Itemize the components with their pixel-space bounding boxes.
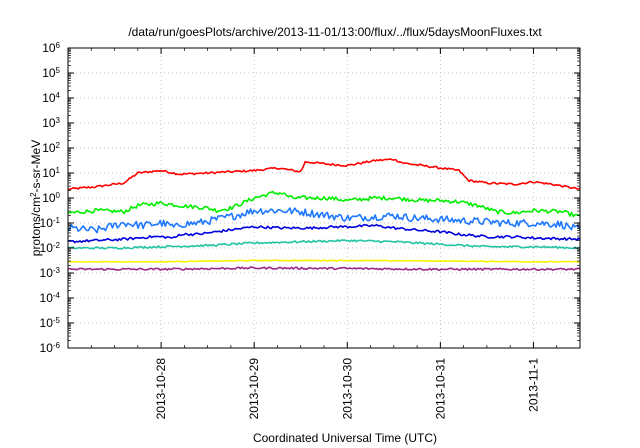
y-tick-label: 101 — [42, 166, 60, 181]
y-tick-label-base: 10 — [40, 266, 54, 280]
y-tick-label-base: 10 — [40, 291, 54, 305]
y-axis-label-sup: 2 — [29, 192, 38, 197]
x-tick-label: 2013-10-30 — [340, 358, 354, 420]
y-tick-label: 10-6 — [40, 341, 61, 356]
x-tick-label: 2013-10-29 — [247, 358, 261, 420]
y-tick-label: 10-3 — [40, 266, 61, 281]
y-tick-label: 10-5 — [40, 316, 61, 331]
y-tick-label-exp: -2 — [53, 241, 61, 250]
y-tick-label-base: 10 — [42, 66, 56, 80]
y-tick-label-exp: 4 — [56, 91, 61, 100]
y-tick-label-exp: 5 — [56, 66, 61, 75]
series-line-5 — [67, 239, 581, 250]
x-axis-label: Coordinated Universal Time (UTC) — [253, 431, 437, 445]
y-axis-label-rest: -s-sr-MeV — [29, 140, 43, 193]
y-tick-label-exp: -4 — [53, 291, 61, 300]
y-tick-label-exp: -3 — [53, 266, 61, 275]
y-tick-label: 10-2 — [40, 241, 61, 256]
y-tick-label-base: 10 — [40, 316, 54, 330]
y-tick-label: 10-1 — [40, 216, 61, 231]
y-tick-label: 102 — [42, 141, 60, 156]
y-tick-label: 10-4 — [40, 291, 61, 306]
y-tick-label: 100 — [42, 191, 60, 206]
y-tick-label-base: 10 — [42, 41, 56, 55]
plot-area: 10-610-510-410-310-210-11001011021031041… — [40, 41, 581, 420]
y-tick-label-base: 10 — [42, 91, 56, 105]
y-tick-label-base: 10 — [42, 116, 56, 130]
y-tick-label: 103 — [42, 116, 60, 131]
y-tick-label-exp: 6 — [56, 41, 61, 50]
y-axis-label-base: protons/cm — [29, 197, 43, 256]
x-tick-label: 2013-11-1 — [526, 358, 540, 412]
series-line-4 — [67, 224, 581, 244]
y-tick-label-exp: -6 — [53, 341, 61, 350]
y-axis-label: protons/cm2-s-sr-MeV — [29, 140, 44, 256]
y-tick-label: 104 — [42, 91, 60, 106]
x-tick-label: 2013-10-31 — [433, 358, 447, 420]
y-tick-label-exp: 0 — [56, 191, 61, 200]
y-tick-label-exp: -1 — [53, 216, 61, 225]
y-tick-label-base: 10 — [42, 191, 56, 205]
series-line-2 — [67, 190, 581, 218]
y-tick-label-base: 10 — [42, 141, 56, 155]
series-line-7 — [67, 266, 581, 272]
y-tick-label-base: 10 — [40, 341, 54, 355]
y-tick-label-exp: 3 — [56, 116, 61, 125]
chart-title: /data/run/goesPlots/archive/2013-11-01/1… — [128, 25, 542, 39]
y-tick-label-base: 10 — [40, 241, 54, 255]
x-tick-label: 2013-10-28 — [154, 358, 168, 420]
y-tick-label-base: 10 — [42, 166, 56, 180]
series-line-3 — [67, 207, 581, 234]
y-tick-label: 106 — [42, 41, 60, 56]
y-tick-label-base: 10 — [40, 216, 54, 230]
y-tick-label-exp: 2 — [56, 141, 61, 150]
series-line-6 — [67, 259, 580, 263]
y-tick-label: 105 — [42, 66, 60, 81]
y-tick-label-exp: 1 — [56, 166, 61, 175]
y-tick-label-exp: -5 — [53, 316, 61, 325]
series-line-1 — [67, 158, 581, 191]
